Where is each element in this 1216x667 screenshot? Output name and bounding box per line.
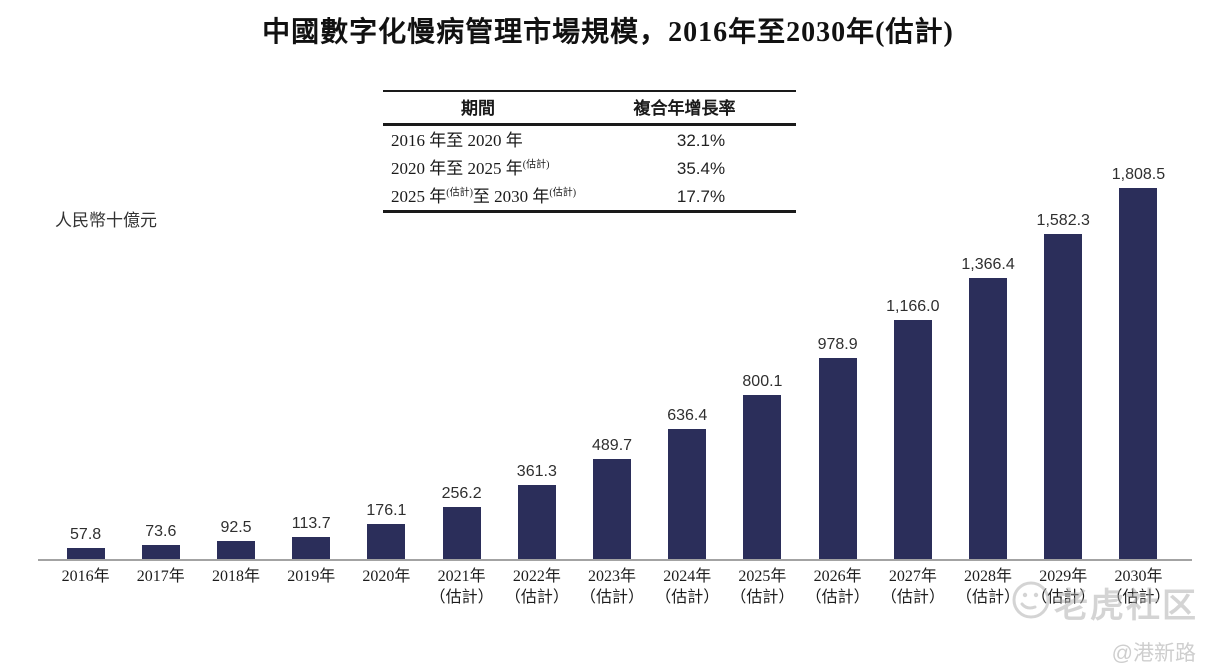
tick-label-2028年: 2028年 （估計） (956, 568, 1021, 606)
cagr-table: 期間 複合年增長率 2016 年至 2020 年 32.1% 2020 年至 202… (383, 90, 796, 213)
bar-group: 256.2 (424, 166, 499, 560)
bar-2020年 (367, 524, 406, 560)
bar-2021年 (442, 507, 481, 560)
bar-value-label: 113.7 (291, 515, 331, 532)
tick-label-2018年: 2018年 (212, 568, 261, 585)
bar-value-label: 1,808.5 (1111, 166, 1166, 183)
bar-2024年 (668, 429, 707, 560)
bar-value-label: 256.2 (441, 485, 482, 502)
cagr-table-rows: 2016 年至 2020 年 32.1% 2020 年至 2025 年(估計) 35.… (383, 126, 796, 210)
tick-label-2025年: 2025年 （估計） (730, 568, 795, 606)
bar-value-label: 800.1 (742, 373, 783, 390)
bar-value-label: 1,582.3 (1036, 212, 1090, 229)
bar-value-label: 978.9 (817, 336, 858, 353)
bar-group: 176.1 (349, 166, 424, 560)
bar-2016年 (66, 548, 105, 560)
tick-label-2027年: 2027年 （估計） (880, 568, 945, 606)
bar-group: 73.6 (123, 166, 198, 560)
cagr-value-cell: 32.1% (676, 131, 726, 150)
period-cell: 2025 年(估計)至 2030 年(估計) (391, 187, 577, 206)
cagr-table-row: 2016 年至 2020 年 32.1% (383, 126, 796, 154)
page-title: 中國數字化慢病管理市場規模，2016年至2030年(估計) (262, 17, 954, 48)
tick-label-2021年: 2021年 （估計） (429, 568, 494, 606)
bar-2017年 (141, 545, 180, 560)
tick-label-2024年: 2024年 （估計） (655, 568, 720, 606)
bar-2027年 (893, 320, 932, 560)
cagr-table-header: 期間 複合年增長率 (383, 92, 796, 126)
bar-group: 1,166.0 (875, 166, 950, 560)
bar-group: 92.5 (198, 166, 273, 560)
bar-2019年 (292, 537, 331, 560)
y-axis-unit-label: 人民幣十億元 (55, 211, 157, 230)
bar-group: 978.9 (800, 166, 875, 560)
period-cell: 2020 年至 2025 年(估計) (391, 159, 550, 178)
bar-value-label: 57.8 (70, 526, 102, 543)
bar-group: 361.3 (499, 166, 574, 560)
bar-value-label: 361.3 (516, 463, 557, 480)
tick-label-2026年: 2026年 （估計） (805, 568, 870, 606)
bar-group: 1,366.4 (950, 166, 1025, 560)
tick-label-2017年: 2017年 (136, 568, 185, 585)
bar-value-label: 489.7 (592, 437, 633, 454)
cagr-column-header: 複合年增長率 (633, 99, 736, 118)
bar-value-label: 636.4 (667, 407, 708, 424)
bar-2025年 (743, 395, 782, 560)
bar-group: 1,582.3 (1026, 166, 1101, 560)
tick-label-2019年: 2019年 (287, 568, 336, 585)
bar-group: 113.7 (274, 166, 349, 560)
bar-2023年 (593, 459, 632, 560)
bar-value-label: 176.1 (366, 502, 407, 519)
x-axis-tick-labels: 2016年 2017年 2018年 2019年 2020年 2021年 （估計） 2022年（… (48, 567, 1176, 609)
tick-label-2030年: 2030年 （估計） (1106, 568, 1171, 606)
watermark-handle: @港新路 (1111, 642, 1196, 665)
bar-2028年 (969, 278, 1008, 560)
tick-label-2020年: 2020年 (362, 568, 411, 585)
tick-label-2023年: 2023年 （估計） (580, 568, 645, 606)
tick-label-2016年: 2016年 (61, 568, 110, 585)
period-cell: 2016 年至 2020 年 (391, 131, 523, 150)
bar-group: 636.4 (650, 166, 725, 560)
period-column-header: 期間 (460, 99, 495, 118)
bar-value-label: 1,166.0 (886, 298, 940, 315)
bar-group: 57.8 (48, 166, 123, 560)
bar-2022年 (517, 485, 556, 560)
bar-2030年 (1119, 188, 1158, 560)
bar-2029年 (1044, 234, 1083, 560)
cagr-table-row: 2020 年至 2025 年(估計) 35.4% (383, 154, 796, 182)
x-axis-line (38, 559, 1192, 561)
bar-chart: 57.8 73.6 92.5 113.7 176.1 256.2 361.3 489.7 636… (48, 166, 1176, 560)
tick-label-2022年: 2022年 （估計） (504, 568, 569, 606)
bar-2018年 (217, 541, 255, 560)
cagr-value-cell: 35.4% (676, 159, 726, 178)
bar-value-label: 1,366.4 (961, 256, 1015, 273)
bar-value-label: 73.6 (145, 523, 177, 540)
tick-label-2029年: 2029年 （估計） (1031, 568, 1096, 606)
cagr-value-cell: 17.7% (676, 187, 726, 206)
bar-2026年 (818, 358, 857, 560)
bar-group: 800.1 (725, 166, 800, 560)
bar-group: 489.7 (574, 166, 649, 560)
bar-value-label: 92.5 (220, 519, 252, 536)
bar-group: 1,808.5 (1101, 166, 1176, 560)
cagr-table-row: 2025 年(估計)至 2030 年(估計) 17.7% (383, 182, 796, 210)
